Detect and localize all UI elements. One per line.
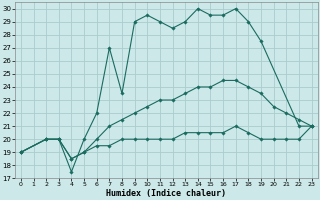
X-axis label: Humidex (Indice chaleur): Humidex (Indice chaleur) <box>106 189 226 198</box>
